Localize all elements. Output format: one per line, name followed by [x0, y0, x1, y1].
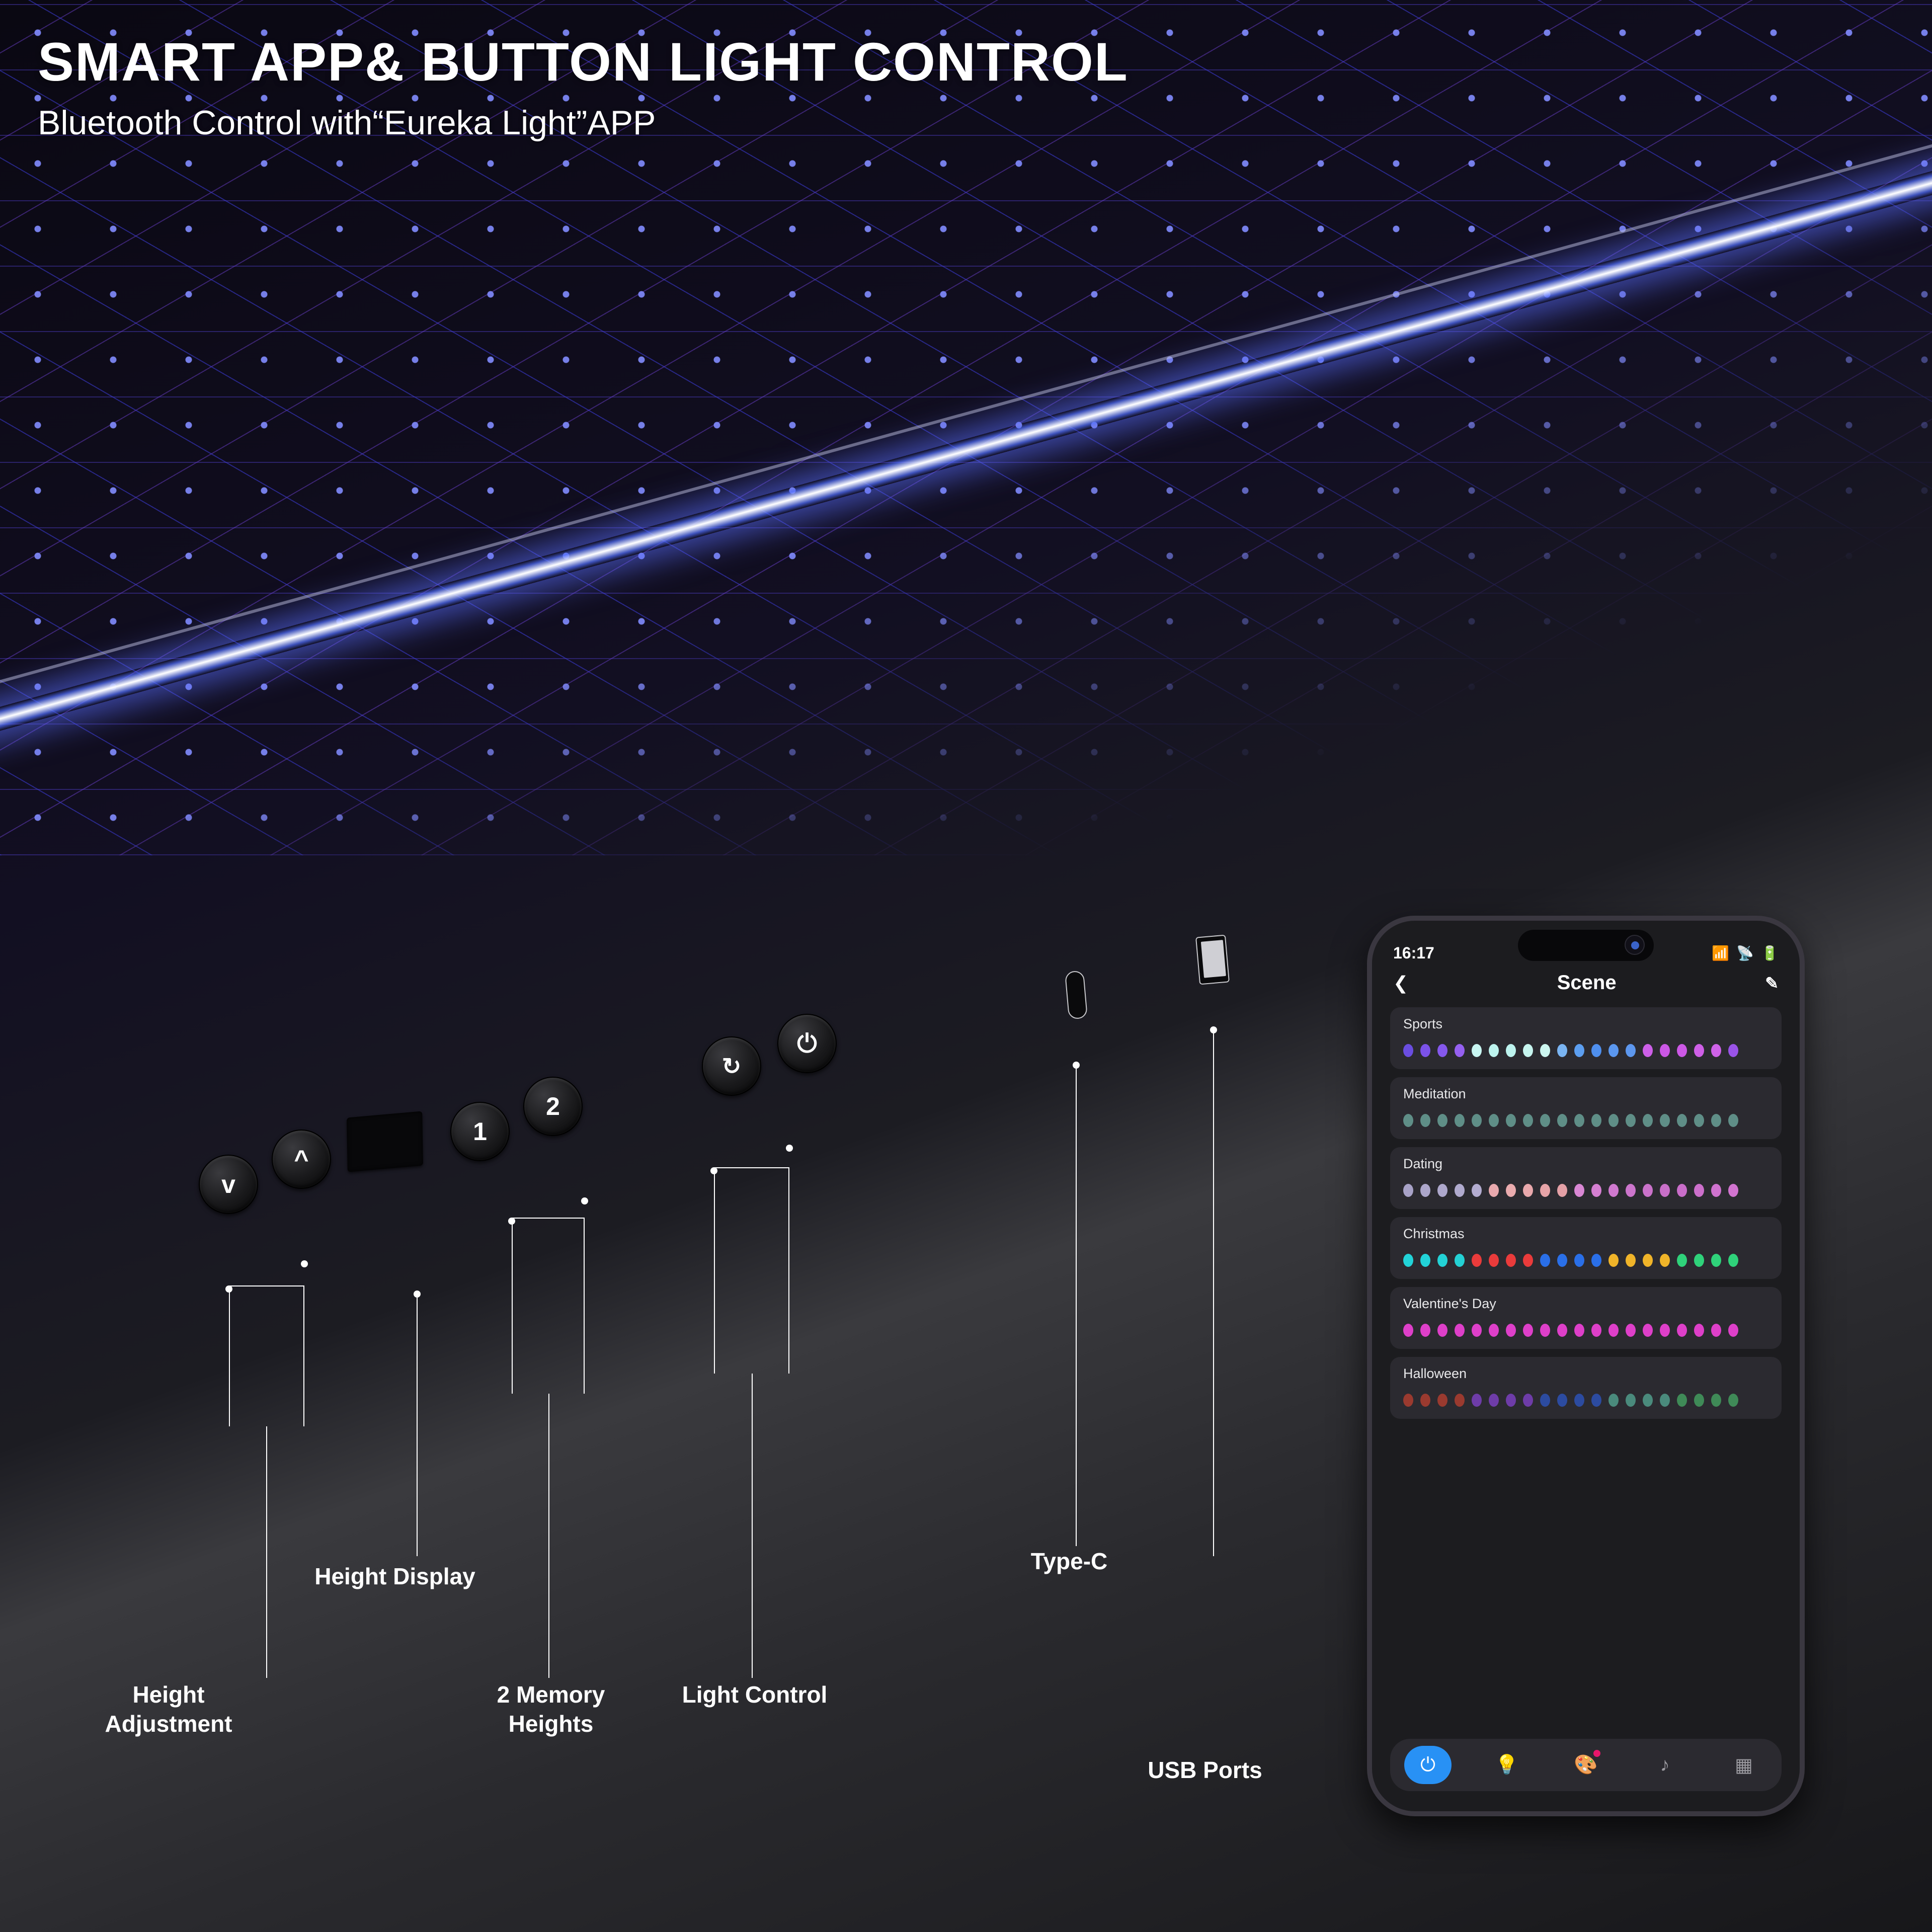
- scene-list: Sports Meditation Dating: [1390, 1007, 1782, 1730]
- phone-side-button[interactable]: [1803, 1087, 1805, 1202]
- lead-bracket-light-control: [714, 1167, 789, 1374]
- height-display-screen: [347, 1111, 423, 1172]
- scene-header-title: Scene: [1557, 972, 1617, 994]
- nav-item-color[interactable]: 🎨: [1562, 1746, 1609, 1784]
- lead-dot: [414, 1291, 421, 1298]
- scene-dots-dating: [1403, 1179, 1768, 1197]
- nav-item-grid[interactable]: ▦: [1720, 1746, 1767, 1784]
- edit-icon[interactable]: ✎: [1765, 974, 1779, 993]
- phone-mockup: 16:17 📶 📡 🔋 ❮ Scene ✎ Sports: [1367, 916, 1805, 1816]
- lead-dot: [301, 1260, 308, 1267]
- lead-line-height-adjust: [266, 1426, 267, 1678]
- promo-screenshot: SMART APP& BUTTON LIGHT CONTROL Bluetoot…: [0, 0, 1932, 1932]
- nav-item-light[interactable]: 💡: [1483, 1746, 1531, 1784]
- lead-line-memory: [548, 1394, 549, 1678]
- scene-card-halloween[interactable]: Halloween: [1390, 1357, 1782, 1419]
- scene-name: Dating: [1403, 1156, 1768, 1172]
- lead-bracket-memory: [512, 1218, 585, 1394]
- scene-dots-meditation: [1403, 1109, 1768, 1127]
- lead-line-height-display: [417, 1297, 418, 1556]
- phone-status-icons: 📶 📡 🔋: [1712, 945, 1779, 961]
- notification-badge: [1593, 1750, 1600, 1757]
- lead-bracket-height-adjust: [229, 1285, 304, 1426]
- grid-icon: ▦: [1735, 1754, 1753, 1777]
- scene-card-valentines-day[interactable]: Valentine's Day: [1390, 1287, 1782, 1349]
- main-title: SMART APP& BUTTON LIGHT CONTROL: [38, 30, 1899, 93]
- usb-a-port: [1195, 935, 1230, 985]
- power-icon: ⏻: [1420, 1754, 1435, 1776]
- scene-card-dating[interactable]: Dating: [1390, 1147, 1782, 1209]
- label-height-adjustment: Height Adjustment: [88, 1680, 249, 1738]
- memory-button-1[interactable]: 1: [450, 1102, 510, 1161]
- lead-dot: [786, 1145, 793, 1152]
- sub-title: Bluetooth Control with“Eureka Light”APP: [38, 103, 1899, 142]
- label-type-c: Type-C: [999, 1547, 1140, 1576]
- memory-button-2[interactable]: 2: [523, 1077, 583, 1136]
- label-usb-ports: USB Ports: [1135, 1756, 1275, 1785]
- phone-dynamic-island: [1518, 930, 1654, 961]
- scene-dots-sports: [1403, 1039, 1768, 1057]
- lead-line-usb: [1213, 1033, 1214, 1556]
- title-block: SMART APP& BUTTON LIGHT CONTROL Bluetoot…: [38, 30, 1899, 142]
- wifi-icon: 📡: [1736, 945, 1754, 961]
- scene-name: Christmas: [1403, 1226, 1768, 1242]
- light-power-button[interactable]: ⏻: [777, 1014, 837, 1073]
- lead-dot: [1073, 1062, 1080, 1069]
- usb-c-port: [1065, 971, 1088, 1020]
- battery-icon: 🔋: [1761, 945, 1779, 961]
- height-down-button[interactable]: v: [199, 1155, 258, 1214]
- back-chevron-icon[interactable]: ❮: [1393, 973, 1408, 994]
- music-icon: ♪: [1660, 1754, 1670, 1776]
- signal-icon: 📶: [1712, 945, 1729, 961]
- scene-name: Sports: [1403, 1016, 1768, 1032]
- scene-name: Valentine's Day: [1403, 1296, 1768, 1312]
- scene-dots-halloween: [1403, 1389, 1768, 1407]
- phone-clock: 16:17: [1393, 944, 1434, 962]
- label-memory-heights: 2 Memory Heights: [470, 1680, 631, 1738]
- scene-card-christmas[interactable]: Christmas: [1390, 1217, 1782, 1279]
- height-up-button[interactable]: ^: [272, 1130, 331, 1189]
- scene-name: Halloween: [1403, 1366, 1768, 1382]
- nav-item-power[interactable]: ⏻: [1404, 1746, 1452, 1784]
- label-light-control: Light Control: [674, 1680, 835, 1710]
- palette-icon: 🎨: [1574, 1754, 1597, 1776]
- scene-card-sports[interactable]: Sports: [1390, 1007, 1782, 1069]
- nav-item-music[interactable]: ♪: [1641, 1746, 1688, 1784]
- lead-dot: [1210, 1026, 1217, 1033]
- scene-name: Meditation: [1403, 1086, 1768, 1102]
- lead-line-light-control: [752, 1374, 753, 1678]
- bulb-icon: 💡: [1495, 1754, 1518, 1776]
- scene-dots-christmas: [1403, 1249, 1768, 1267]
- phone-scene-header: ❮ Scene ✎: [1390, 972, 1782, 1007]
- scene-dots-valentine: [1403, 1319, 1768, 1337]
- phone-bottom-nav: ⏻ 💡 🎨 ♪ ▦: [1390, 1739, 1782, 1791]
- lead-line-typec: [1076, 1068, 1077, 1546]
- lead-dot: [581, 1197, 588, 1204]
- light-sync-button[interactable]: ↻: [702, 1036, 761, 1096]
- phone-camera-dot: [1625, 935, 1645, 955]
- phone-screen: 16:17 📶 📡 🔋 ❮ Scene ✎ Sports: [1372, 921, 1800, 1811]
- label-height-display: Height Display: [314, 1562, 475, 1591]
- scene-card-meditation[interactable]: Meditation: [1390, 1077, 1782, 1139]
